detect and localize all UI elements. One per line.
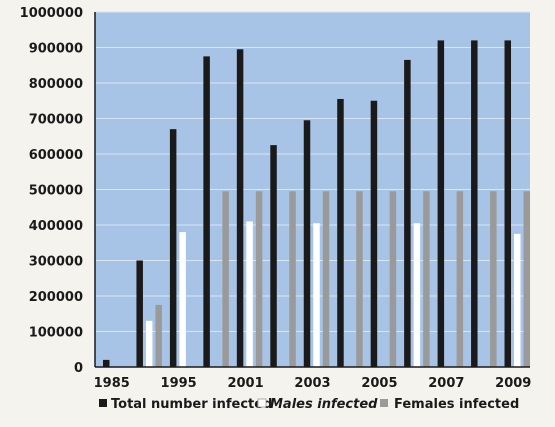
bar-females-infected — [222, 191, 229, 367]
bar-total-number-infected — [303, 120, 311, 368]
bar-total-number-infected — [504, 40, 512, 368]
x-tick-label: 1995 — [161, 376, 197, 391]
y-tick-label: 0 — [74, 361, 83, 376]
y-tick-label: 400000 — [29, 219, 83, 234]
bar-males-infected — [179, 232, 186, 367]
bar-total-number-infected — [370, 100, 378, 367]
bar-total-number-infected — [236, 49, 244, 368]
legend-item: Females infected — [380, 397, 519, 412]
x-tick-label: 2003 — [294, 376, 330, 391]
bar-females-infected — [255, 191, 263, 367]
y-tick-label: 200000 — [29, 290, 83, 305]
bar-males-infected — [514, 233, 521, 367]
bar-females-infected — [155, 304, 162, 367]
x-tick-label: 2007 — [428, 376, 464, 391]
bar-females-infected — [523, 191, 531, 367]
bar-females-infected — [456, 191, 464, 367]
bar-males-infected — [145, 320, 153, 367]
legend-swatch — [99, 399, 107, 407]
y-tick-label: 900000 — [29, 42, 83, 57]
bar-females-infected — [356, 191, 363, 367]
bar-males-infected — [313, 223, 320, 367]
bar-total-number-infected — [437, 40, 445, 368]
legend-label: Total number infected — [111, 397, 272, 412]
bar-total-number-infected — [337, 98, 344, 367]
axes — [94, 12, 530, 368]
y-tick-label: 600000 — [29, 148, 83, 163]
x-tick-label: 1985 — [94, 376, 130, 391]
bar-males-infected — [413, 223, 421, 367]
bar-total-number-infected — [136, 260, 143, 367]
legend-label: Females infected — [394, 397, 519, 412]
x-tick-label: 2001 — [227, 376, 263, 391]
x-axis-tick-labels: 1985 1995 2001 2003 2005 2007 2009 — [94, 376, 532, 391]
bar-total-number-infected — [471, 40, 478, 368]
y-tick-label: 800000 — [29, 77, 83, 92]
y-axis-tick-labels: 0 100000 200000 300000 400000 500000 600000 700… — [20, 6, 83, 376]
legend-swatch — [380, 399, 388, 407]
bar-total-number-infected — [203, 56, 210, 367]
bars-group — [102, 40, 531, 368]
legend-label: Males infected — [270, 397, 378, 412]
x-tick-label: 2005 — [361, 376, 397, 391]
gridlines — [95, 11, 530, 332]
bar-total-number-infected — [102, 359, 110, 367]
legend-item: Males infected — [257, 397, 378, 412]
x-tick-label: 2009 — [495, 376, 531, 391]
y-tick-label: 500000 — [29, 184, 83, 199]
bar-total-number-infected — [270, 145, 277, 367]
legend-item: Total number infected — [99, 397, 272, 412]
bar-females-infected — [423, 191, 430, 367]
bar-total-number-infected — [169, 129, 177, 367]
y-tick-label: 1000000 — [20, 6, 83, 21]
bar-females-infected — [389, 191, 397, 367]
y-tick-label: 100000 — [29, 326, 83, 341]
bar-males-infected — [246, 221, 253, 367]
bar-females-infected — [289, 191, 296, 367]
bar-females-infected — [322, 191, 330, 367]
bar-total-number-infected — [404, 59, 411, 368]
bar-females-infected — [490, 191, 497, 367]
y-tick-label: 300000 — [29, 255, 83, 270]
legend-swatch — [257, 398, 267, 408]
y-tick-label: 700000 — [29, 113, 83, 128]
